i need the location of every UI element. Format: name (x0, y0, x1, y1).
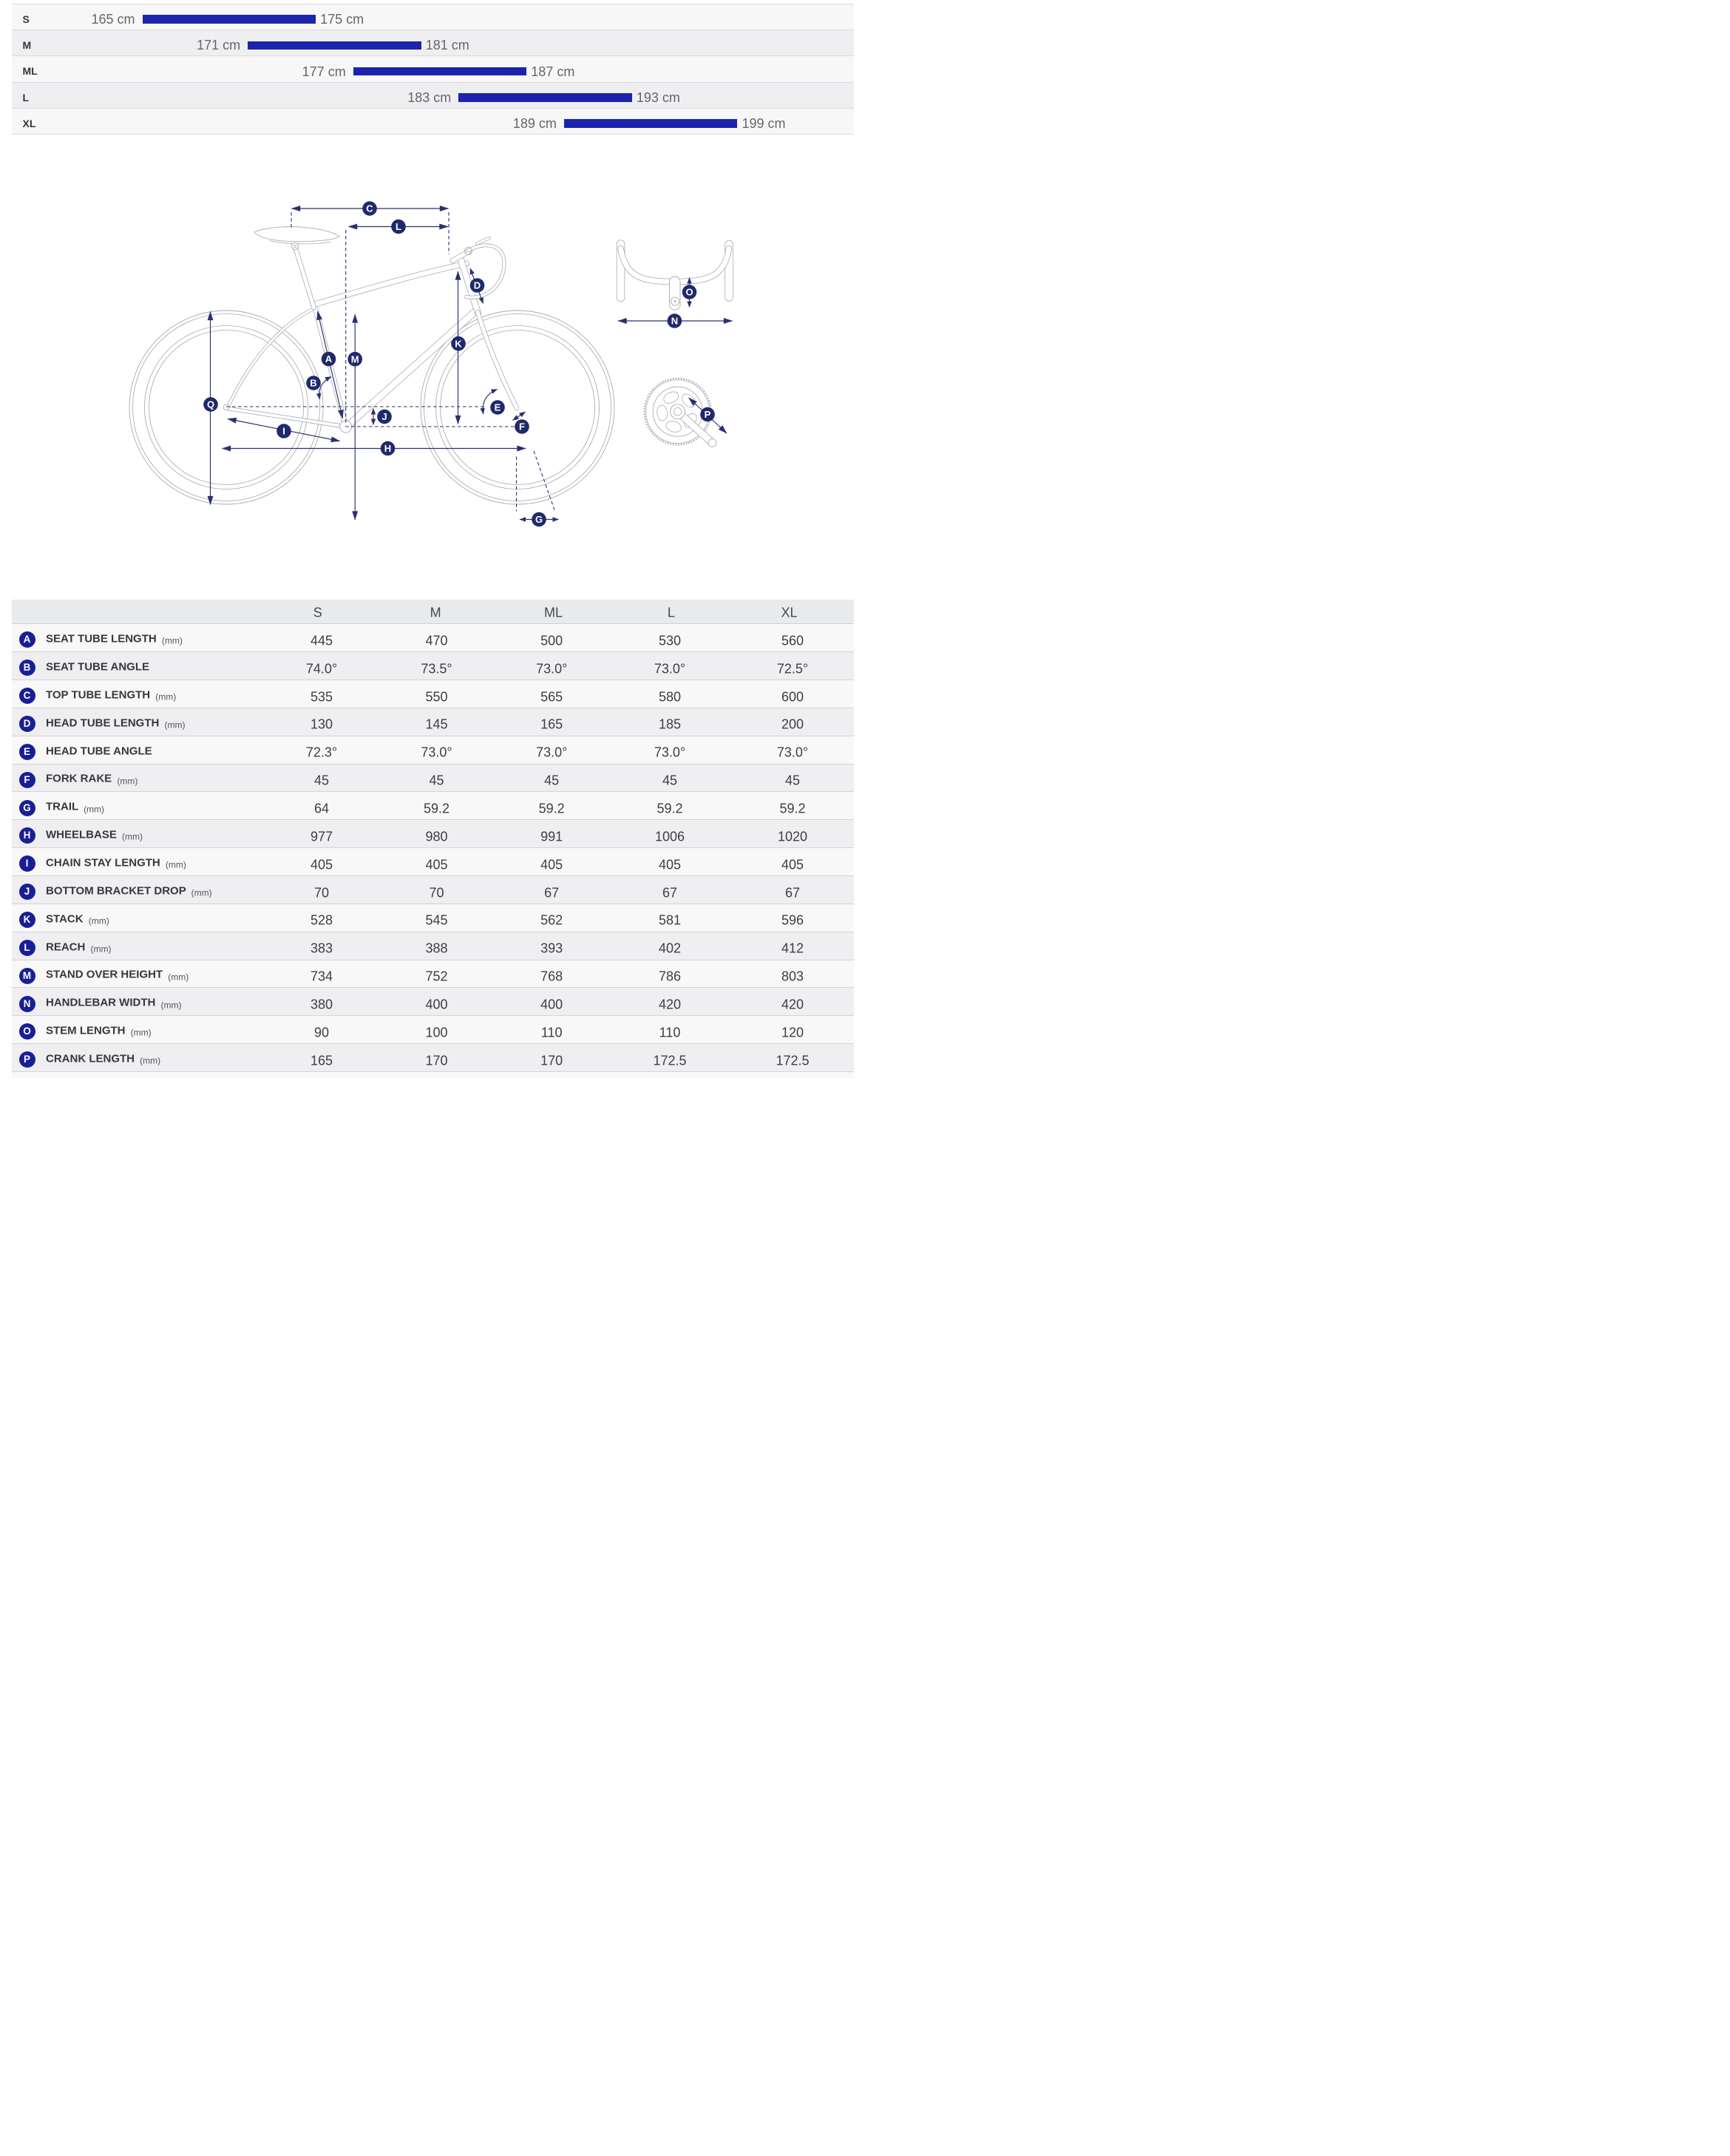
svg-text:A: A (325, 353, 333, 365)
svg-text:B: B (310, 378, 316, 389)
svg-text:G: G (535, 514, 543, 525)
svg-text:P: P (705, 409, 711, 420)
svg-text:H: H (384, 443, 391, 454)
svg-text:I: I (282, 426, 285, 437)
svg-text:N: N (671, 316, 678, 327)
svg-text:M: M (351, 353, 359, 365)
svg-text:E: E (495, 402, 501, 413)
svg-text:K: K (455, 338, 462, 349)
svg-text:J: J (381, 411, 387, 422)
svg-text:D: D (474, 280, 481, 291)
svg-text:F: F (519, 421, 525, 433)
svg-text:C: C (366, 203, 373, 214)
svg-text:O: O (685, 287, 693, 298)
svg-text:Q: Q (207, 399, 214, 410)
svg-text:L: L (396, 221, 401, 232)
